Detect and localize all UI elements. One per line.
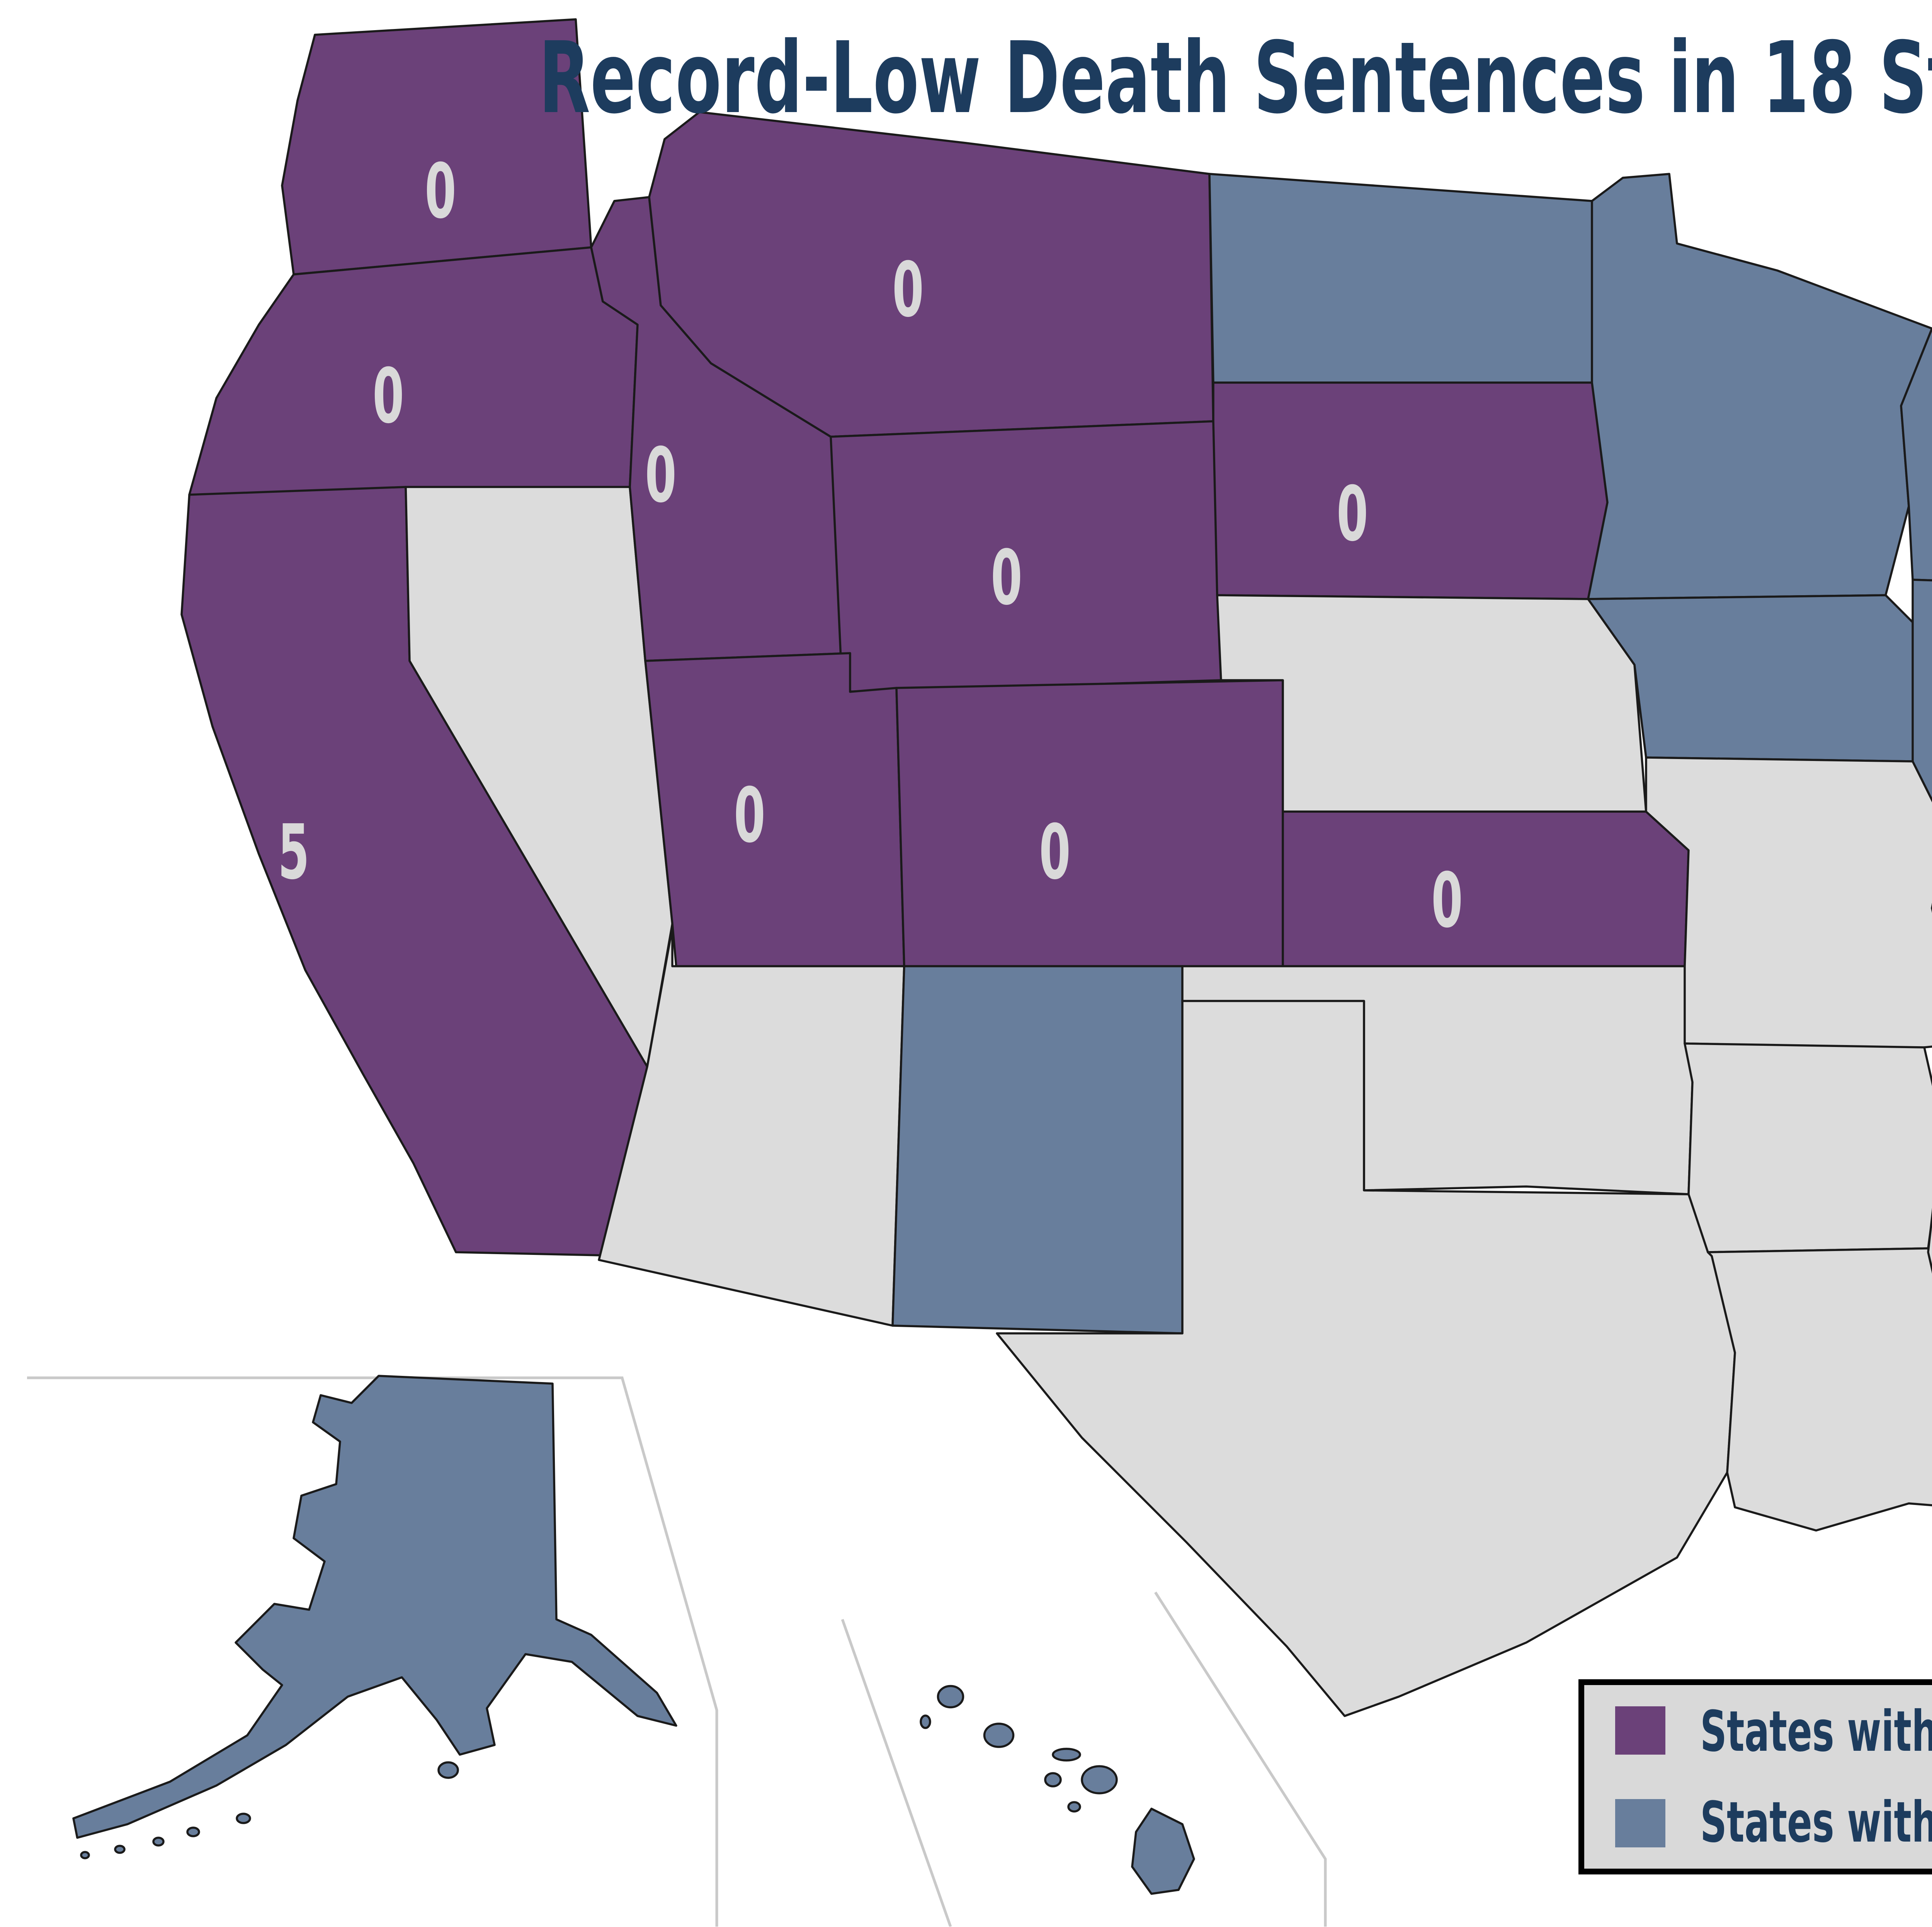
alaska-aleutian-island-1 [236, 1813, 251, 1824]
state-value-label-ut: 0 [734, 772, 765, 860]
hawaii-lanai [1044, 1772, 1062, 1787]
state-colorado [895, 679, 1284, 967]
hawaii-oahu [983, 1723, 1015, 1748]
state-value-label-ks: 0 [1431, 857, 1463, 945]
legend-swatch-no-death-penalty [1615, 1798, 1665, 1847]
alaska-aleutian-island-2 [186, 1827, 200, 1837]
legend-swatch-record-low [1615, 1707, 1665, 1755]
state-wyoming [830, 420, 1222, 693]
state-missouri [1645, 756, 1932, 1087]
alaska-aleutian-island-4 [114, 1845, 126, 1854]
page-title: Record-Low Death Sentences in 18 States … [0, 31, 1932, 129]
state-value-label-or: 0 [372, 352, 404, 440]
legend: States with record low sentences States … [1578, 1679, 1932, 1874]
hawaii-big-island [1131, 1808, 1195, 1895]
state-mississippi [1927, 1208, 1932, 1274]
state-oregon [188, 246, 639, 496]
alaska-kodiak-island [437, 1761, 459, 1779]
state-value-label-wy: 0 [991, 534, 1022, 622]
state-value-label-mt: 0 [892, 246, 923, 334]
state-kansas [1282, 810, 1690, 967]
state-value-label-id: 0 [645, 432, 676, 519]
state-new-mexico [891, 965, 1184, 1335]
state-value-label-wa: 0 [425, 148, 456, 235]
legend-row-no-death-penalty: States without the death penalty [1615, 1786, 1932, 1859]
hawaii-inset-border-right [1154, 1592, 1327, 1927]
state-minnesota [1587, 173, 1932, 600]
hawaii-inset-border-left [841, 1619, 952, 1927]
hawaii-kauai [937, 1685, 964, 1709]
state-texas [996, 1000, 1736, 1717]
page-title-text: Record-Low Death Sentences in 18 States … [539, 23, 1932, 137]
alaska-aleutian-island-3 [152, 1837, 165, 1847]
legend-row-record-low: States with record low sentences [1615, 1694, 1932, 1768]
state-value-label-co: 0 [1039, 809, 1070, 896]
state-alaska [72, 1375, 677, 1839]
alaska-aleutian-island-5 [80, 1851, 90, 1859]
hawaii-niihau [920, 1714, 931, 1729]
hawaii-molokai [1052, 1748, 1081, 1762]
legend-label-record-low: States with record low sentences [1700, 1698, 1932, 1764]
hawaii-maui [1081, 1765, 1118, 1794]
hawaii-kahoolawe [1067, 1801, 1081, 1813]
state-arkansas [1684, 1042, 1932, 1253]
state-north-dakota [1208, 173, 1593, 384]
state-illinois [1912, 579, 1932, 910]
state-louisiana [1707, 1247, 1932, 1532]
state-value-label-ca: 5 [278, 809, 309, 896]
state-value-label-sd: 0 [1337, 470, 1368, 558]
state-utah [644, 652, 905, 967]
alaska-inset-border [27, 1376, 718, 1927]
legend-label-no-death-penalty: States without the death penalty [1700, 1790, 1932, 1856]
state-wisconsin [1900, 327, 1932, 582]
state-south-dakota [1212, 381, 1609, 600]
